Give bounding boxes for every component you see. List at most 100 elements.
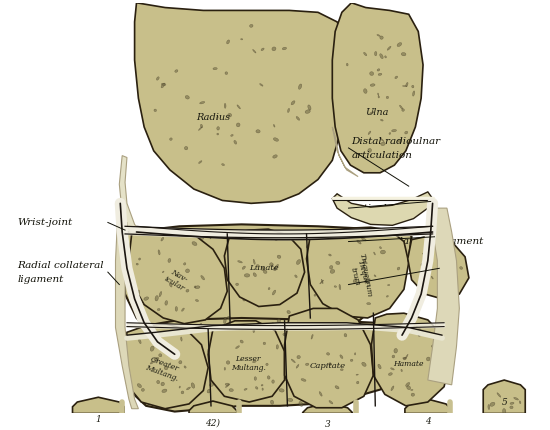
Ellipse shape	[284, 240, 287, 242]
Ellipse shape	[226, 384, 229, 387]
Ellipse shape	[327, 353, 329, 355]
Ellipse shape	[354, 353, 356, 355]
Ellipse shape	[242, 266, 245, 269]
Ellipse shape	[387, 46, 391, 50]
Ellipse shape	[306, 338, 311, 340]
Ellipse shape	[180, 337, 182, 341]
Ellipse shape	[277, 255, 281, 258]
Ellipse shape	[453, 258, 455, 261]
Ellipse shape	[181, 391, 184, 394]
Ellipse shape	[343, 293, 346, 296]
Ellipse shape	[364, 89, 367, 93]
Ellipse shape	[253, 258, 256, 260]
Ellipse shape	[186, 289, 189, 292]
Ellipse shape	[312, 378, 314, 380]
Ellipse shape	[404, 357, 406, 360]
Ellipse shape	[194, 419, 196, 423]
Text: Radial collateral: Radial collateral	[17, 261, 104, 270]
Ellipse shape	[191, 236, 195, 242]
Ellipse shape	[284, 233, 287, 236]
Ellipse shape	[283, 333, 287, 336]
Polygon shape	[332, 3, 423, 173]
Ellipse shape	[361, 238, 366, 241]
Ellipse shape	[141, 388, 145, 391]
Ellipse shape	[301, 379, 306, 381]
Ellipse shape	[306, 427, 309, 429]
Ellipse shape	[136, 263, 138, 265]
Ellipse shape	[159, 354, 162, 357]
Text: Nav-
icular: Nav- icular	[163, 267, 190, 293]
Ellipse shape	[156, 343, 159, 347]
Ellipse shape	[276, 345, 278, 349]
Ellipse shape	[197, 289, 200, 291]
Ellipse shape	[255, 387, 258, 389]
Ellipse shape	[192, 242, 197, 246]
Ellipse shape	[356, 381, 359, 384]
Ellipse shape	[300, 326, 303, 331]
Ellipse shape	[185, 305, 190, 307]
Ellipse shape	[391, 386, 394, 391]
Ellipse shape	[161, 83, 166, 86]
Ellipse shape	[336, 261, 340, 264]
Ellipse shape	[299, 402, 303, 406]
Ellipse shape	[200, 101, 205, 104]
Ellipse shape	[241, 365, 245, 368]
Ellipse shape	[299, 84, 302, 89]
Polygon shape	[125, 318, 414, 412]
Ellipse shape	[314, 384, 319, 386]
Ellipse shape	[164, 366, 168, 370]
Ellipse shape	[331, 394, 333, 396]
Ellipse shape	[328, 363, 332, 366]
Ellipse shape	[230, 135, 233, 136]
Ellipse shape	[350, 359, 353, 362]
Ellipse shape	[190, 246, 195, 248]
Ellipse shape	[272, 290, 276, 295]
Ellipse shape	[199, 161, 202, 163]
Ellipse shape	[182, 308, 184, 311]
Polygon shape	[123, 324, 208, 408]
Ellipse shape	[448, 261, 453, 265]
Ellipse shape	[368, 148, 371, 152]
Ellipse shape	[234, 141, 236, 144]
Ellipse shape	[185, 269, 190, 273]
Polygon shape	[408, 235, 469, 299]
Ellipse shape	[292, 359, 295, 362]
Ellipse shape	[392, 129, 397, 132]
Ellipse shape	[339, 343, 343, 347]
Ellipse shape	[416, 326, 421, 329]
Ellipse shape	[390, 368, 394, 370]
Ellipse shape	[186, 387, 190, 390]
Ellipse shape	[216, 343, 219, 346]
Text: 1: 1	[96, 415, 101, 424]
Ellipse shape	[184, 366, 186, 368]
Ellipse shape	[374, 275, 376, 277]
Polygon shape	[302, 403, 353, 414]
Ellipse shape	[256, 265, 260, 267]
Ellipse shape	[392, 355, 395, 358]
Ellipse shape	[290, 378, 292, 382]
Ellipse shape	[206, 428, 210, 430]
Ellipse shape	[273, 155, 277, 158]
Polygon shape	[129, 230, 227, 324]
Ellipse shape	[208, 424, 211, 428]
Ellipse shape	[261, 384, 263, 386]
Ellipse shape	[308, 105, 311, 110]
Ellipse shape	[306, 244, 310, 248]
Ellipse shape	[263, 298, 267, 302]
Polygon shape	[119, 156, 179, 259]
Ellipse shape	[345, 340, 348, 342]
Ellipse shape	[253, 259, 255, 264]
Ellipse shape	[175, 70, 178, 72]
Ellipse shape	[108, 415, 111, 419]
Ellipse shape	[364, 52, 367, 56]
Polygon shape	[116, 222, 139, 408]
Ellipse shape	[263, 342, 266, 345]
Ellipse shape	[169, 138, 172, 141]
Ellipse shape	[162, 271, 164, 273]
Ellipse shape	[406, 83, 408, 86]
Ellipse shape	[282, 47, 287, 50]
Ellipse shape	[228, 114, 232, 117]
Polygon shape	[73, 397, 124, 414]
Ellipse shape	[422, 253, 425, 255]
Ellipse shape	[431, 276, 433, 279]
